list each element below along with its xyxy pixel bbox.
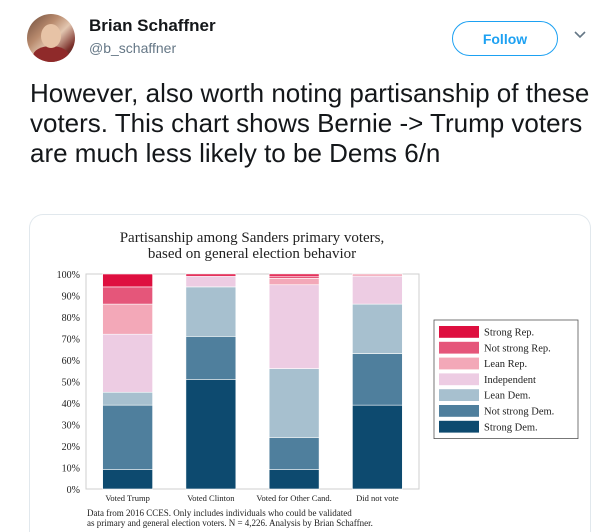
tweet-text: However, also worth noting partisanship … — [30, 78, 590, 168]
bar-segment — [268, 273, 320, 277]
bar-segment — [352, 353, 403, 406]
legend-swatch — [439, 389, 479, 401]
bar-segment — [185, 286, 237, 337]
legend-swatch — [439, 405, 479, 417]
bar-segment — [268, 277, 320, 286]
bar-segment — [185, 336, 237, 380]
y-tick-label: 80% — [62, 313, 80, 324]
chevron-down-icon[interactable] — [573, 28, 587, 42]
bar-segment — [352, 404, 403, 490]
bar-segment — [352, 273, 403, 277]
legend-label: Not strong Rep. — [484, 343, 551, 354]
y-tick-label: 20% — [62, 442, 80, 453]
stacked-bar-chart: Partisanship among Sanders primary voter… — [57, 230, 579, 528]
x-tick-label: Did not vote — [356, 493, 399, 503]
bar-segment — [102, 286, 153, 305]
bar-segment — [102, 391, 153, 406]
bar-segment — [102, 469, 153, 490]
legend-swatch — [439, 373, 479, 386]
bar-segment — [268, 469, 320, 490]
bar-segment — [102, 404, 153, 470]
bar-segment — [102, 303, 153, 335]
avatar-face — [41, 24, 61, 48]
author-name[interactable]: Brian Schaffner — [89, 16, 216, 35]
y-tick-label: 50% — [62, 378, 80, 389]
x-tick-label: Voted Clinton — [187, 493, 235, 503]
y-tick-label: 10% — [62, 464, 80, 475]
legend-label: Not strong Dem. — [484, 407, 554, 418]
tweet-media-chart[interactable]: Partisanship among Sanders primary voter… — [29, 214, 591, 532]
y-tick-label: 90% — [62, 292, 80, 303]
author-handle[interactable]: @b_schaffner — [89, 40, 177, 56]
avatar[interactable] — [27, 14, 75, 62]
plot-frame — [85, 273, 420, 490]
y-tick-label: 60% — [62, 356, 80, 367]
avatar-shirt — [33, 46, 69, 62]
x-tick-label: Voted for Other Cand. — [256, 493, 331, 503]
tweet-header: Brian Schaffner @b_schaffner Follow — [0, 0, 613, 70]
legend-label: Lean Dem. — [484, 391, 531, 402]
bar-segment — [185, 379, 237, 490]
bar-segment — [268, 284, 320, 369]
y-tick-label: 0% — [67, 485, 80, 496]
legend-label: Strong Dem. — [484, 422, 538, 433]
y-tick-label: 70% — [62, 335, 80, 346]
y-tick-label: 40% — [62, 399, 80, 410]
bar-segment — [352, 275, 403, 305]
y-tick-label: 100% — [57, 270, 80, 281]
bar-segment — [268, 275, 320, 279]
legend-label: Strong Rep. — [484, 328, 534, 339]
legend-swatch — [439, 420, 479, 433]
y-tick-label: 30% — [62, 421, 80, 432]
bar-segment — [185, 275, 237, 288]
bar-segment — [185, 273, 237, 277]
bar-segment — [268, 437, 320, 470]
chart-subtitle: based on general election behavior — [148, 246, 356, 262]
bar-segment — [102, 273, 153, 288]
legend-swatch — [439, 341, 479, 354]
legend-label: Lean Rep. — [484, 359, 527, 370]
chart-axes: 0% 10% 20% 30% 40% 50% 60% 70% 80% 90% 100% — [57, 270, 420, 496]
chart-legend: Strong Rep. Not strong Rep. Lean Rep. Indep… — [433, 319, 579, 439]
chart-title: Partisanship among Sanders primary voter… — [120, 230, 385, 246]
bar-segment — [352, 303, 403, 354]
legend-swatch — [439, 357, 479, 370]
legend-label: Independent — [484, 375, 536, 386]
chart-note-line-2: as primary and general election voters. … — [87, 518, 373, 528]
follow-button[interactable]: Follow — [452, 21, 558, 56]
bar-segment — [102, 333, 153, 393]
bar-segment — [268, 368, 320, 438]
legend-swatch — [439, 326, 479, 338]
x-tick-label: Voted Trump — [105, 493, 149, 503]
chart-bars: Voted Trump Voted Clinton Voted for Other … — [102, 273, 403, 503]
chart-note-line-1: Data from 2016 CCES. Only includes indiv… — [87, 508, 352, 518]
